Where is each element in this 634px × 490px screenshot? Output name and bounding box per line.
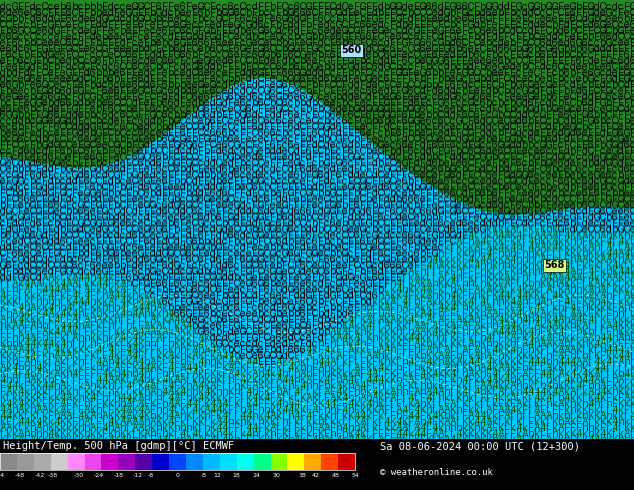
Bar [203,453,220,470]
Bar [0,453,17,470]
Bar [0,453,355,470]
Bar [17,453,34,470]
Bar [135,453,152,470]
Text: -54: -54 [0,473,5,478]
Text: -42: -42 [34,473,44,478]
Bar [152,453,169,470]
Text: -12: -12 [133,473,143,478]
Bar [304,453,321,470]
Text: © weatheronline.co.uk: © weatheronline.co.uk [380,468,493,477]
Text: 12: 12 [213,473,221,478]
Text: -8: -8 [148,473,154,478]
Text: 54: 54 [351,473,359,478]
Text: -24: -24 [93,473,104,478]
Text: Sa 08-06-2024 00:00 UTC (12+300): Sa 08-06-2024 00:00 UTC (12+300) [380,441,580,451]
Text: 18: 18 [233,473,240,478]
Bar [287,453,304,470]
Bar [119,453,135,470]
Bar [68,453,84,470]
Bar [186,453,203,470]
Text: Height/Temp. 500 hPa [gdmp][°C] ECMWF: Height/Temp. 500 hPa [gdmp][°C] ECMWF [3,441,235,451]
Text: 24: 24 [252,473,261,478]
Text: 568: 568 [545,260,565,270]
Bar [271,453,287,470]
Text: 0: 0 [176,473,179,478]
Text: 42: 42 [311,473,320,478]
Bar [34,453,51,470]
Text: 30: 30 [272,473,280,478]
Bar [236,453,254,470]
Bar [220,453,236,470]
Text: 38: 38 [299,473,306,478]
Bar [51,453,68,470]
Text: -38: -38 [48,473,58,478]
Text: 8: 8 [202,473,206,478]
Bar [84,453,101,470]
Bar [169,453,186,470]
Bar [321,453,338,470]
Bar [254,453,271,470]
Text: 560: 560 [342,46,362,55]
Text: -30: -30 [74,473,84,478]
Bar [338,453,355,470]
Text: -48: -48 [15,473,25,478]
Text: -18: -18 [113,473,124,478]
Bar [101,453,119,470]
Text: 48: 48 [332,473,339,478]
